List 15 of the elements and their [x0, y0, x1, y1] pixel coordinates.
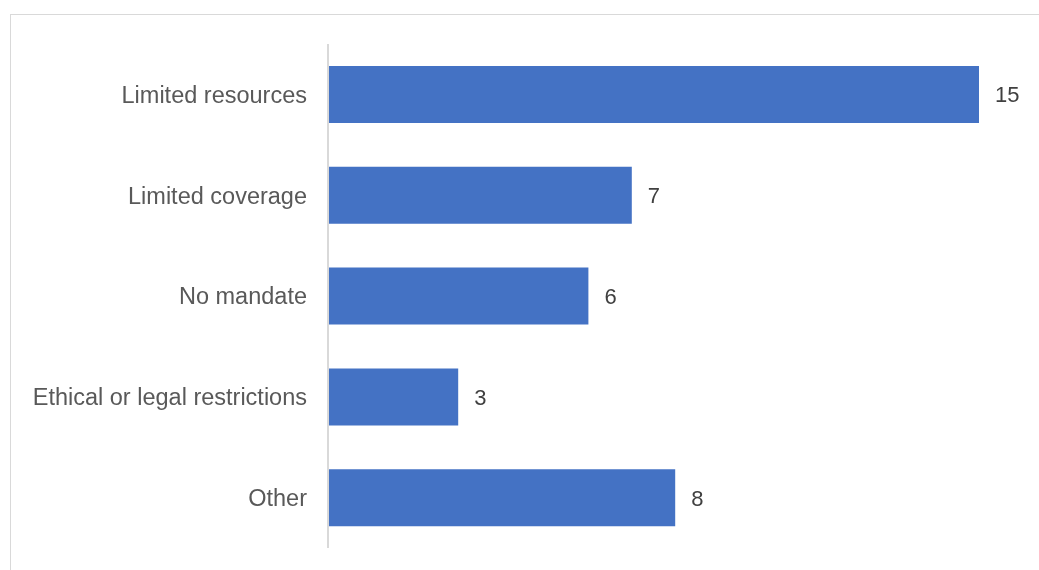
bar [328, 166, 632, 224]
bar [328, 66, 979, 123]
y-tick-label: No mandate [178, 283, 307, 310]
data-label: 3 [474, 384, 487, 410]
bar [328, 469, 676, 527]
data-label: 7 [647, 183, 661, 209]
bar [328, 368, 459, 426]
data-label: 6 [604, 283, 617, 309]
data-label: 15 [995, 82, 1020, 108]
bar [328, 267, 589, 325]
y-tick-label: Ethical or legal restrictions [32, 384, 307, 411]
y-tick-label: Limited coverage [128, 182, 307, 209]
y-tick-label: Limited resources [121, 81, 307, 108]
y-tick-label: Other [248, 484, 308, 511]
data-label: 8 [691, 485, 704, 511]
